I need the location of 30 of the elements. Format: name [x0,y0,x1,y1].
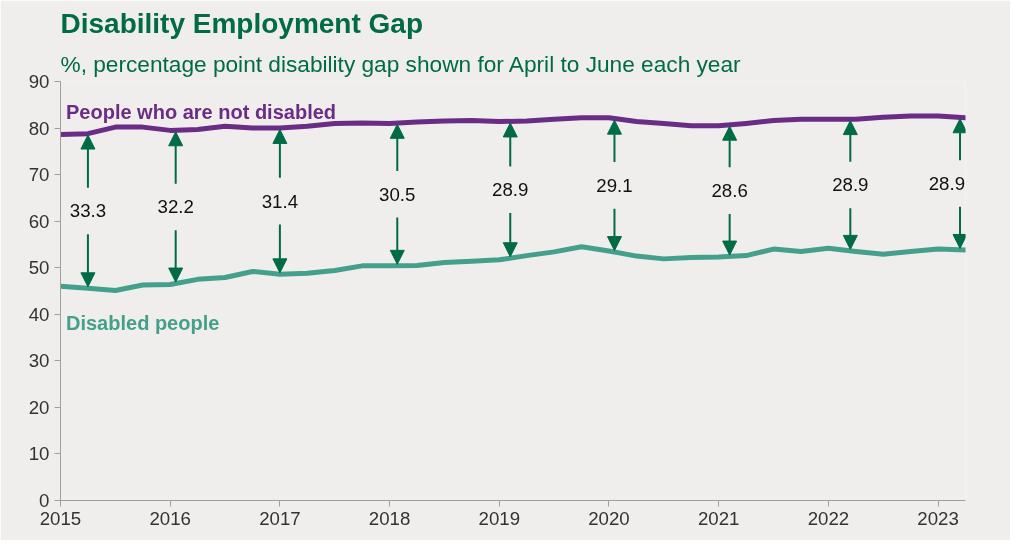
x-tick-label: 2016 [149,507,191,529]
series-label: Disabled people [65,311,220,334]
y-tick-label: 20 [28,396,50,418]
annotation: 33.3 [69,200,107,222]
y-tick-label: 50 [28,257,50,279]
y-tick-label: 30 [28,350,50,372]
annotation: 28.6 [711,180,748,202]
annotation: 28.9 [492,179,529,201]
y-tick-label: 70 [28,164,50,186]
y-tick-label: 60 [28,210,50,232]
y-tick-label: 90 [28,71,50,92]
annotation: 32.2 [157,196,194,218]
x-tick-label: 2019 [478,507,521,529]
x-tick-label: 2023 [917,507,959,529]
x-tick-label: 2017 [259,507,301,529]
annotation: 31.4 [261,190,299,212]
annotation: 28.9 [928,173,966,195]
x-tick-label: 2021 [697,507,740,529]
x-tick-label: 2020 [588,507,630,529]
x-tick-label: 2018 [368,507,411,529]
chart-subtitle: %, percentage point disability gap shown for April to June each year [60,50,742,77]
y-tick-label: 80 [28,117,50,139]
annotation: 29.1 [596,174,633,196]
annotation: 28.9 [832,174,869,196]
x-tick-label: 2022 [807,507,850,529]
y-tick-label: 10 [28,443,50,465]
chart-title: Disability Employment Gap [60,7,424,39]
series-label: People who are not disabled [65,100,337,123]
y-tick-label: 40 [28,303,50,325]
annotation: 30.5 [379,183,416,205]
